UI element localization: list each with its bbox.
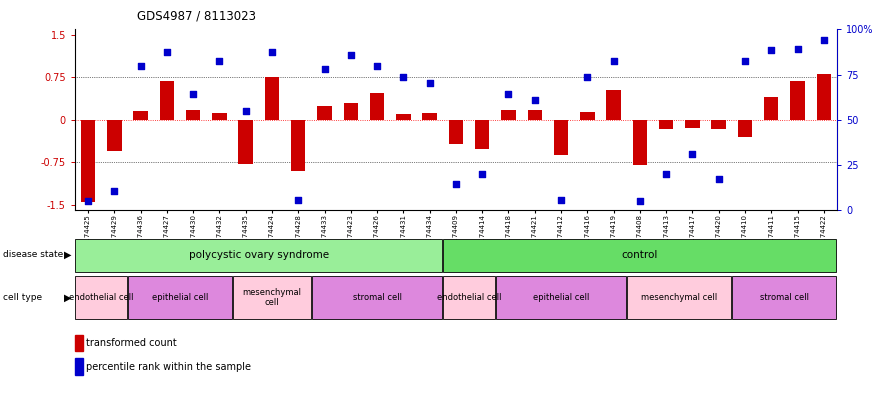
Point bbox=[659, 171, 673, 177]
Bar bbox=[496, 276, 626, 319]
Bar bbox=[685, 120, 700, 128]
Bar bbox=[370, 93, 384, 120]
Bar bbox=[737, 120, 752, 137]
Bar bbox=[528, 110, 542, 120]
Text: ▶: ▶ bbox=[64, 250, 72, 260]
Bar bbox=[448, 120, 463, 143]
Point bbox=[239, 108, 253, 114]
Point bbox=[317, 66, 331, 72]
Text: percentile rank within the sample: percentile rank within the sample bbox=[86, 362, 251, 372]
Bar bbox=[764, 97, 779, 120]
Bar bbox=[233, 276, 311, 319]
Bar bbox=[312, 276, 442, 319]
Point bbox=[817, 37, 831, 43]
Point bbox=[790, 46, 804, 52]
Bar bbox=[580, 112, 595, 120]
Bar bbox=[817, 73, 831, 120]
Text: GDS4987 / 8113023: GDS4987 / 8113023 bbox=[137, 10, 255, 23]
Bar bbox=[128, 276, 232, 319]
Text: control: control bbox=[622, 250, 658, 261]
Text: endothelial cell: endothelial cell bbox=[69, 293, 133, 302]
Point bbox=[738, 57, 752, 64]
Bar bbox=[554, 120, 568, 155]
Bar bbox=[606, 90, 621, 120]
Text: epithelial cell: epithelial cell bbox=[533, 293, 589, 302]
Text: epithelial cell: epithelial cell bbox=[152, 293, 208, 302]
Text: mesenchymal
cell: mesenchymal cell bbox=[242, 288, 301, 307]
Bar bbox=[75, 358, 83, 375]
Point bbox=[581, 74, 595, 81]
Text: cell type: cell type bbox=[3, 294, 41, 302]
Bar bbox=[732, 276, 836, 319]
Bar bbox=[81, 120, 95, 202]
Bar bbox=[659, 120, 673, 129]
Text: endothelial cell: endothelial cell bbox=[437, 293, 501, 302]
Point bbox=[606, 57, 620, 64]
Point bbox=[554, 196, 568, 203]
Bar bbox=[265, 77, 279, 120]
Point bbox=[344, 52, 358, 59]
Bar bbox=[443, 239, 836, 272]
Bar bbox=[422, 113, 437, 120]
Point bbox=[423, 79, 437, 86]
Bar bbox=[633, 120, 647, 165]
Bar bbox=[107, 120, 122, 151]
Text: disease state: disease state bbox=[3, 250, 63, 259]
Text: stromal cell: stromal cell bbox=[352, 293, 402, 302]
Bar bbox=[76, 276, 127, 319]
Bar bbox=[317, 106, 332, 120]
Bar bbox=[443, 276, 495, 319]
Text: polycystic ovary syndrome: polycystic ovary syndrome bbox=[189, 250, 329, 261]
Point bbox=[685, 151, 700, 157]
Bar bbox=[291, 120, 306, 171]
Bar bbox=[186, 110, 200, 120]
Text: stromal cell: stromal cell bbox=[760, 293, 809, 302]
Text: ▶: ▶ bbox=[64, 293, 72, 303]
Bar bbox=[627, 276, 731, 319]
Text: mesenchymal cell: mesenchymal cell bbox=[641, 293, 717, 302]
Point bbox=[370, 62, 384, 69]
Bar bbox=[501, 110, 515, 120]
Point bbox=[501, 91, 515, 97]
Bar bbox=[475, 120, 490, 149]
Point bbox=[712, 176, 726, 182]
Bar bbox=[712, 120, 726, 129]
Bar bbox=[239, 120, 253, 164]
Point bbox=[212, 57, 226, 64]
Bar bbox=[790, 81, 804, 120]
Point bbox=[764, 47, 778, 53]
Point bbox=[528, 96, 542, 103]
Point bbox=[107, 188, 122, 194]
Bar bbox=[76, 239, 442, 272]
Text: transformed count: transformed count bbox=[86, 338, 177, 348]
Bar bbox=[344, 103, 358, 120]
Point bbox=[633, 198, 647, 204]
Bar bbox=[396, 114, 411, 120]
Point bbox=[475, 171, 489, 177]
Bar bbox=[75, 335, 83, 351]
Bar bbox=[159, 81, 174, 120]
Point bbox=[292, 196, 306, 203]
Point bbox=[81, 198, 95, 204]
Point bbox=[134, 62, 148, 69]
Point bbox=[159, 49, 174, 55]
Point bbox=[265, 49, 279, 55]
Bar bbox=[212, 113, 226, 120]
Point bbox=[396, 74, 411, 81]
Point bbox=[448, 181, 463, 187]
Point bbox=[186, 91, 200, 97]
Bar bbox=[133, 111, 148, 120]
